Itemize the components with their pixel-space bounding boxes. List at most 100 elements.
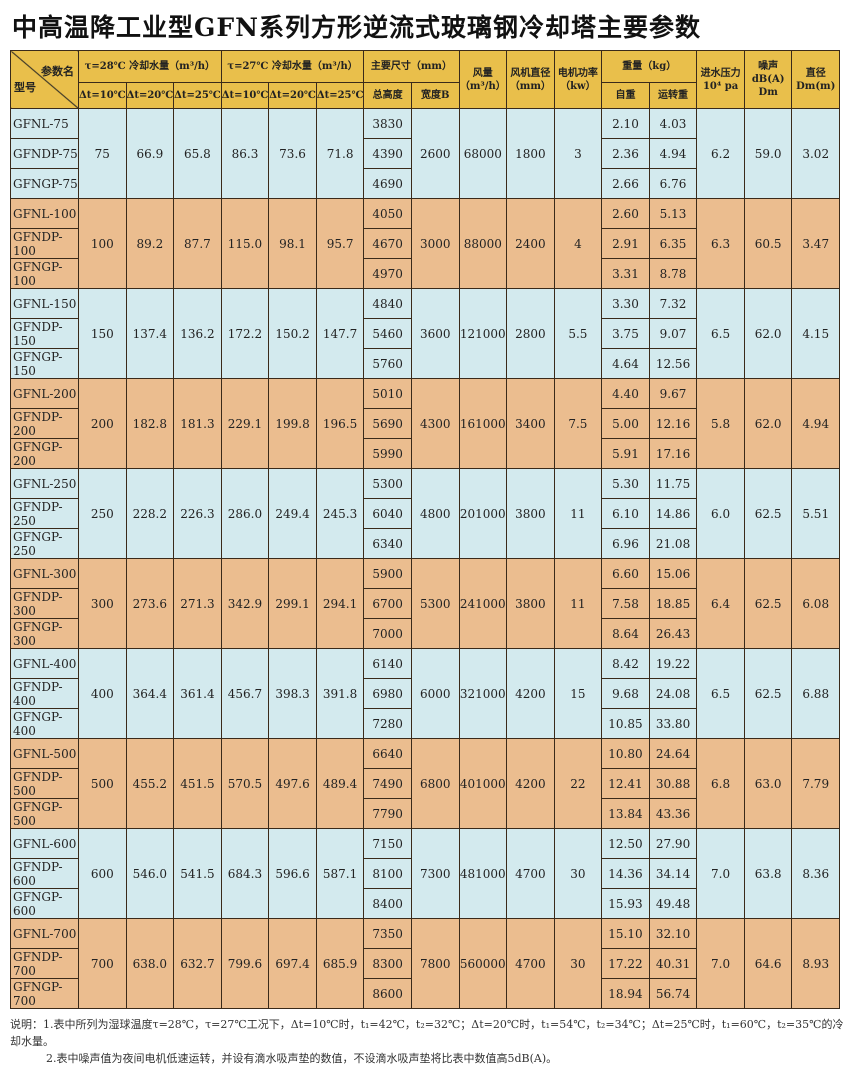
table-row: GFNL-400 400 364.4 361.4 456.7 398.3 391.8 6140… xyxy=(10,648,840,739)
header-dt20: Δt=20℃ xyxy=(268,82,317,109)
header-run-weight: 运转重 xyxy=(648,82,698,109)
height-cell: 5300 xyxy=(363,468,412,499)
flow27-dt25: 685.9 xyxy=(315,918,365,1009)
self-weight-cell: 5.30 xyxy=(601,468,650,499)
flow28-dt20: 228.2 xyxy=(125,468,175,559)
model-cell: GFNL-100 xyxy=(10,198,79,229)
noise-cell: 62.0 xyxy=(743,288,793,379)
model-cell: GFNL-75 xyxy=(10,108,79,139)
self-weight-cell: 4.64 xyxy=(601,348,650,379)
table-row: GFNGP-75 4690 2.66 6.76 xyxy=(10,168,840,199)
height-cell: 7790 xyxy=(363,798,412,829)
table-row: GFNGP-500 7790 13.84 43.36 xyxy=(10,798,840,829)
flow28-dt20: 182.8 xyxy=(125,378,175,469)
flow27-dt20: 199.8 xyxy=(268,378,317,469)
noise-cell: 62.5 xyxy=(743,648,793,739)
power-cell: 30 xyxy=(553,828,603,919)
flow27-dt20: 497.6 xyxy=(268,738,317,829)
run-weight-cell: 14.86 xyxy=(648,498,698,529)
flow27-dt25: 95.7 xyxy=(315,198,365,289)
model-cell: GFNL-200 xyxy=(10,378,79,409)
air-cell: 68000 xyxy=(458,108,508,199)
run-weight-cell: 6.76 xyxy=(648,168,698,199)
run-weight-cell: 24.08 xyxy=(648,678,698,709)
fan-cell: 4700 xyxy=(506,828,555,919)
height-cell: 6980 xyxy=(363,678,412,709)
flow27-dt25: 147.7 xyxy=(315,288,365,379)
self-weight-cell: 2.60 xyxy=(601,198,650,229)
power-cell: 5.5 xyxy=(553,288,603,379)
flow27-dt25: 489.4 xyxy=(315,738,365,829)
header-dims: 主要尺寸（mm） xyxy=(363,50,460,83)
table-row: GFNDP-250 6040 6.10 14.86 xyxy=(10,498,840,529)
flow27-dt25: 587.1 xyxy=(315,828,365,919)
power-cell: 11 xyxy=(553,468,603,559)
page-title: 中高温降工业型GFN系列方形逆流式玻璃钢冷却塔主要参数 xyxy=(12,13,701,42)
table-row: GFNDP-200 5690 5.00 12.16 xyxy=(10,408,840,439)
flow28-dt25: 136.2 xyxy=(173,288,222,379)
width-cell: 2600 xyxy=(410,108,460,199)
fan-cell: 4200 xyxy=(506,738,555,829)
run-weight-cell: 8.78 xyxy=(648,258,698,289)
flow28-dt20: 364.4 xyxy=(125,648,175,739)
self-weight-cell: 6.10 xyxy=(601,498,650,529)
self-weight-cell: 15.10 xyxy=(601,918,650,949)
table-row: GFNL-200 200 182.8 181.3 229.1 199.8 196.5 5010… xyxy=(10,378,840,469)
header-dt25: Δt=25℃ xyxy=(173,82,222,109)
table-row: GFNDP-75 4390 2.36 4.94 xyxy=(10,138,840,169)
fan-cell: 3400 xyxy=(506,378,555,469)
run-weight-cell: 4.03 xyxy=(648,108,698,139)
diameter-cell: 7.79 xyxy=(791,738,840,829)
pressure-cell: 7.0 xyxy=(696,918,745,1009)
power-cell: 3 xyxy=(553,108,603,199)
pressure-cell: 6.0 xyxy=(696,468,745,559)
power-cell: 4 xyxy=(553,198,603,289)
model-cell: GFNGP-75 xyxy=(10,168,79,199)
self-weight-cell: 3.31 xyxy=(601,258,650,289)
diameter-cell: 6.88 xyxy=(791,648,840,739)
table-row: GFNDP-400 6980 9.68 24.08 xyxy=(10,678,840,709)
self-weight-cell: 2.66 xyxy=(601,168,650,199)
self-weight-cell: 4.40 xyxy=(601,378,650,409)
flow27-dt10: 172.2 xyxy=(220,288,270,379)
flow27-dt10: 342.9 xyxy=(220,558,270,649)
header-power: 电机功率（kw） xyxy=(553,50,603,109)
fan-cell: 2800 xyxy=(506,288,555,379)
width-cell: 7800 xyxy=(410,918,460,1009)
power-cell: 22 xyxy=(553,738,603,829)
self-weight-cell: 7.58 xyxy=(601,588,650,619)
flow28-dt10: 300 xyxy=(78,558,127,649)
model-cell: GFNDP-400 xyxy=(10,678,79,709)
flow27-dt20: 73.6 xyxy=(268,108,317,199)
model-cell: GFNDP-500 xyxy=(10,768,79,799)
air-cell: 121000 xyxy=(458,288,508,379)
table-row: GFNGP-100 4970 3.31 8.78 xyxy=(10,258,840,289)
width-cell: 3600 xyxy=(410,288,460,379)
height-cell: 4670 xyxy=(363,228,412,259)
model-cell: GFNL-300 xyxy=(10,558,79,589)
height-cell: 7350 xyxy=(363,918,412,949)
header-pressure: 进水压力 10⁴ pa xyxy=(696,50,745,109)
header-dt25: Δt=25℃ xyxy=(315,82,365,109)
width-cell: 3000 xyxy=(410,198,460,289)
noise-cell: 62.5 xyxy=(743,468,793,559)
width-cell: 6000 xyxy=(410,648,460,739)
flow28-dt25: 451.5 xyxy=(173,738,222,829)
height-cell: 6140 xyxy=(363,648,412,679)
note-1: 说明：1.表中所列为湿球温度τ=28℃，τ=27℃工况下，Δt=10℃时，t₁=… xyxy=(10,1018,844,1048)
flow27-dt25: 391.8 xyxy=(315,648,365,739)
height-cell: 4390 xyxy=(363,138,412,169)
header-self-weight: 自重 xyxy=(601,82,650,109)
table-row: GFNGP-400 7280 10.85 33.80 xyxy=(10,708,840,739)
run-weight-cell: 15.06 xyxy=(648,558,698,589)
table-row: GFNL-250 250 228.2 226.3 286.0 249.4 245.3 5300… xyxy=(10,468,840,559)
flow28-dt20: 66.9 xyxy=(125,108,175,199)
height-cell: 4690 xyxy=(363,168,412,199)
fan-cell: 3800 xyxy=(506,468,555,559)
run-weight-cell: 49.48 xyxy=(648,888,698,919)
flow28-dt10: 100 xyxy=(78,198,127,289)
self-weight-cell: 13.84 xyxy=(601,798,650,829)
noise-cell: 59.0 xyxy=(743,108,793,199)
table-row: GFNGP-200 5990 5.91 17.16 xyxy=(10,438,840,469)
height-cell: 7000 xyxy=(363,618,412,649)
